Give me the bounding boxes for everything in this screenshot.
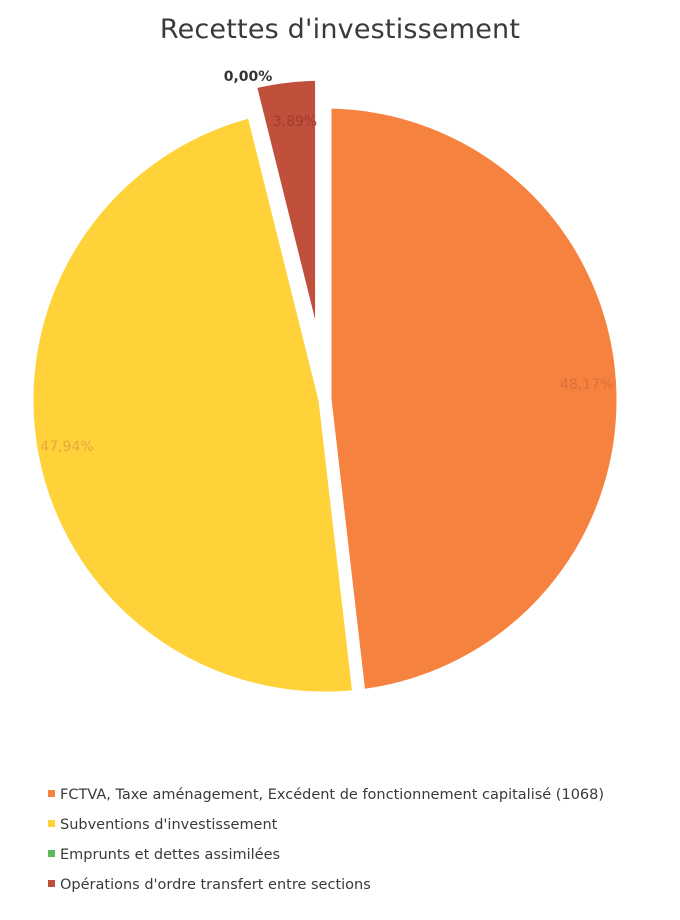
legend-swatch [48, 880, 55, 887]
legend-label: FCTVA, Taxe aménagement, Excédent de fon… [60, 787, 605, 803]
chart-legend: FCTVA, Taxe aménagement, Excédent de fon… [48, 785, 678, 905]
pie-chart: 48,17% 47,94% 0,00% 3,89% [20, 67, 630, 705]
pie-data-label: 3,89% [273, 114, 317, 130]
legend-label: Subventions d'investissement [60, 817, 278, 833]
pie-slice [241, 67, 329, 374]
legend-swatch [48, 820, 55, 827]
pie-slice [20, 102, 367, 705]
legend-swatch [48, 790, 55, 797]
pie-slices [20, 67, 630, 705]
legend-item: Opérations d'ordre transfert entre secti… [48, 875, 678, 905]
legend-item: FCTVA, Taxe aménagement, Excédent de fon… [48, 785, 678, 815]
legend-swatch [48, 850, 55, 857]
chart-title: Recettes d'investissement [159, 14, 521, 45]
pie-data-label: 48,17% [560, 377, 613, 393]
legend-item: Subventions d'investissement [48, 815, 678, 845]
pie-data-label: 0,00% [224, 69, 273, 85]
legend-item: Emprunts et dettes assimilées [48, 845, 678, 875]
pie-data-label: 47,94% [40, 439, 93, 455]
pie-data-labels: 48,17% 47,94% 0,00% 3,89% [40, 69, 613, 455]
legend-label: Emprunts et dettes assimilées [60, 847, 281, 863]
legend-label: Opérations d'ordre transfert entre secti… [60, 877, 371, 893]
pie-slice [318, 95, 630, 704]
